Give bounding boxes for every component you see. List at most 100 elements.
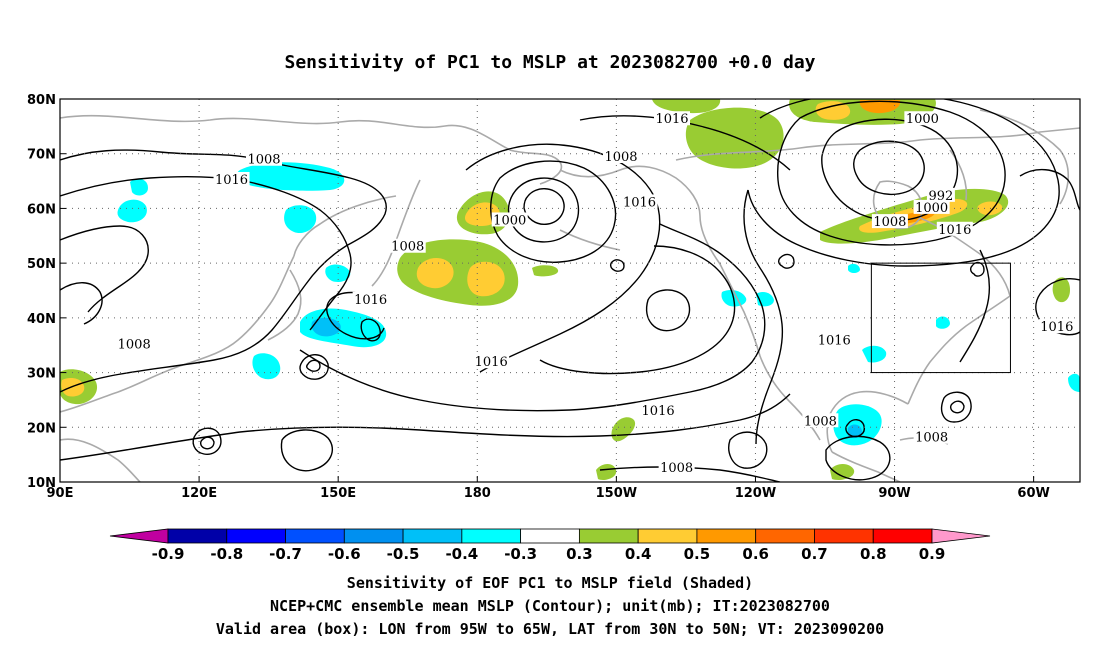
shade-bering-strip: [532, 265, 559, 277]
lon-tick-label: 120E: [181, 486, 217, 501]
contour-label: 1016: [938, 223, 971, 238]
contour-label-bg: [389, 238, 426, 253]
shade-aleutian-core-b: [467, 261, 505, 297]
lon-tick-label: 60W: [1017, 486, 1049, 501]
colorbar-label: -0.8: [210, 545, 243, 563]
contour-small-cell-japan: [360, 318, 381, 342]
colorbar-swatch: [755, 528, 815, 544]
colorbar-label: 0.7: [801, 545, 828, 563]
contour-label: 1016: [642, 404, 675, 419]
contour-label-bg: [926, 187, 955, 202]
contour-label-bg: [913, 199, 950, 214]
coast-korea-china: [60, 255, 295, 413]
contour-bering-cell: [609, 259, 625, 272]
contour-label: 1008: [247, 153, 280, 168]
shade-east-china-core: [61, 378, 85, 397]
coast-aleutians: [559, 229, 621, 251]
contour-low-hudson-1008: [777, 100, 1006, 246]
lat-tick-label: 80N: [27, 93, 56, 108]
colorbar-label: 0.5: [684, 545, 711, 563]
contour-label: 1008: [660, 461, 693, 476]
contour-typhoon-inner: [306, 359, 321, 372]
contour-caribbean-1008: [825, 435, 891, 481]
lat-tick-label: 70N: [27, 148, 56, 163]
contour-mexico-1008: [728, 431, 768, 469]
colorbar: -0.9 -0.8 -0.7 -0.6 -0.5 -0.4 -0.3 0.3 0.4 0.5 0.6…: [109, 528, 991, 563]
colorbar-label: 0.4: [625, 545, 652, 563]
coast-alaska: [559, 165, 721, 265]
shade-arctic-alaska: [685, 107, 784, 169]
contour-1008-north-asia: [60, 149, 387, 393]
valid-area-box: [870, 262, 1011, 374]
contour-label: 1008: [804, 414, 837, 429]
contour-aleutian-low-outer: [465, 143, 661, 373]
colorbar-label: -0.6: [328, 545, 361, 563]
contour-label: 1000: [915, 201, 948, 216]
coast-gulf: [826, 390, 909, 453]
contour-1016-asia-inner: [60, 225, 149, 313]
contour-label-bg: [473, 354, 510, 369]
colorbar-swatch: [872, 528, 933, 544]
captions: Sensitivity of EOF PC1 to MSLP field (Sh…: [216, 574, 884, 638]
lat-tick-label: 20N: [27, 421, 56, 436]
colorbar-swatch: [402, 528, 463, 544]
contour-label: 1008: [604, 150, 637, 165]
colorbar-label: 0.3: [566, 545, 593, 563]
colorbar-label: 0.8: [860, 545, 887, 563]
contour-label-bg: [621, 194, 658, 209]
colorbar-swatch: [814, 528, 874, 544]
shade-mongolia-b: [130, 178, 148, 196]
coast-west-na: [719, 263, 821, 441]
shade-aleutian-core-a: [416, 257, 454, 289]
caption-line-1: Sensitivity of EOF PC1 to MSLP field (Sh…: [347, 574, 753, 592]
colorbar-label: -0.7: [269, 545, 302, 563]
coast-arctic-siberia: [60, 114, 511, 151]
colorbar-label: -0.9: [152, 545, 185, 563]
colorbar-label: -0.3: [504, 545, 537, 563]
contour-label: 1016: [354, 293, 387, 308]
lon-tick-label: 150E: [320, 486, 356, 501]
colorbar-swatch: [578, 528, 639, 544]
contour-label: 1000: [906, 112, 939, 127]
contour-label-bg: [1038, 319, 1075, 334]
contour-1016-north-america: [743, 189, 784, 445]
shade-gulf-mexico: [833, 404, 882, 446]
contour-label-bg: [116, 336, 153, 351]
map-frame: [59, 98, 1081, 483]
contour-label-bg: [913, 429, 950, 444]
colorbar-low-arrow: [109, 528, 169, 544]
shade-atlantic-east: [1052, 277, 1070, 303]
colorbar-label: -0.4: [445, 545, 478, 563]
positive-sensitivity-shading: [60, 99, 1070, 480]
contour-label-bg: [936, 221, 973, 236]
coast-greenland: [979, 109, 1070, 205]
contour-aleutian-low-inner: [523, 188, 565, 225]
contour-label: 1016: [623, 195, 656, 210]
lon-tick-label: 120W: [735, 486, 776, 501]
caption-line-3: Valid area (box): LON from 95W to 65W, L…: [216, 620, 884, 638]
contour-label-bg: [802, 413, 839, 428]
contour-label-bg: [816, 332, 853, 347]
latitude-axis: 10N 20N 30N 40N 50N 60N 70N 80N: [27, 93, 66, 491]
contour-label: 1008: [873, 215, 906, 230]
colorbar-swatch: [637, 528, 698, 544]
shade-arctic-canada-core-b: [859, 100, 901, 114]
colorbar-swatch: [226, 528, 286, 544]
negative-sensitivity-shading: [117, 162, 1080, 446]
coast-okhotsk: [293, 195, 397, 257]
coast-central-america: [831, 451, 901, 482]
contour-label: 1000: [493, 213, 526, 228]
shade-caribbean: [830, 464, 855, 480]
contour-label-bg: [352, 291, 389, 306]
caption-line-2: NCEP+CMC ensemble mean MSLP (Contour); u…: [270, 597, 830, 615]
shade-se-us: [862, 345, 887, 363]
shade-japan-east-core: [311, 317, 341, 337]
lon-tick-label: 90W: [878, 486, 910, 501]
shade-gulf-mexico-core: [848, 424, 862, 439]
contour-1008-mid-west-pacific: [60, 282, 103, 325]
contour-label-bg: [640, 402, 677, 417]
